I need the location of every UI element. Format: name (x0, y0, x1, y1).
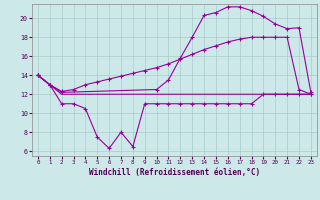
X-axis label: Windchill (Refroidissement éolien,°C): Windchill (Refroidissement éolien,°C) (89, 168, 260, 177)
